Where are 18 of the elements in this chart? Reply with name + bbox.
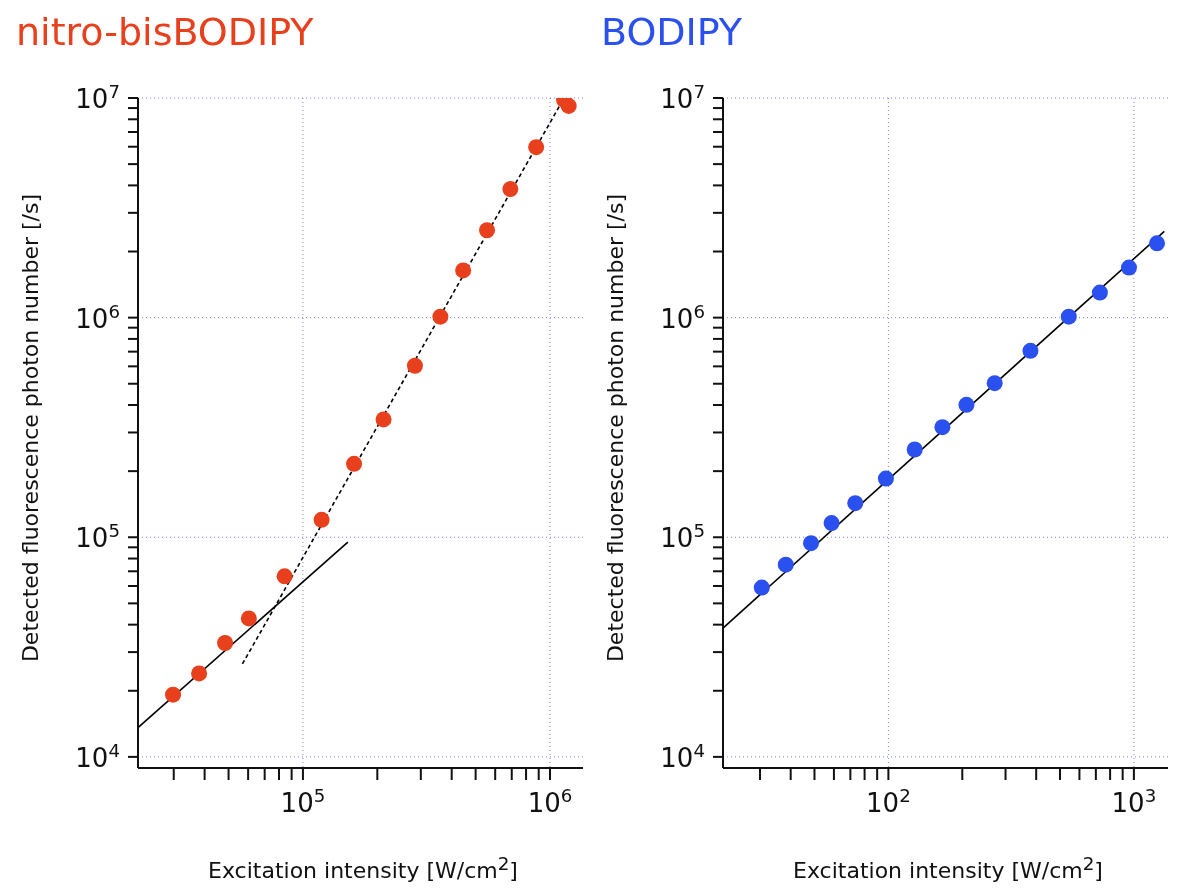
y-tick-label: 10$^{4}$ [75,739,120,773]
x-tick-label: 10$^{6}$ [527,784,573,818]
y-tick-label: 10$^{5}$ [660,519,705,554]
chart-title: BODIPY [601,10,743,54]
y-tick-label: 10$^{4}$ [660,739,705,773]
y-tick-label: 10$^{6}$ [75,300,120,334]
y-tick-label: 10$^{5}$ [75,519,120,554]
y-axis-title: Detected fluorescence photon number [/s] [17,193,43,663]
y-tick-label: 10$^{7}$ [660,80,705,114]
x-tick-label: 10$^{5}$ [280,784,326,818]
y-tick-label: 10$^{6}$ [660,300,705,334]
chart-title: nitro-bisBODIPY [16,10,314,54]
x-tick-label: 10$^{3}$ [1111,784,1157,818]
y-tick-label: 10$^{7}$ [75,80,120,114]
x-tick-label: 10$^{2}$ [866,784,911,818]
y-axis-title: Detected fluorescence photon number [/s] [602,193,628,663]
x-axis-title: Excitation intensity [W/cm$^{2}$] [792,853,1104,884]
x-axis-title: Excitation intensity [W/cm$^{2}$] [207,853,519,884]
